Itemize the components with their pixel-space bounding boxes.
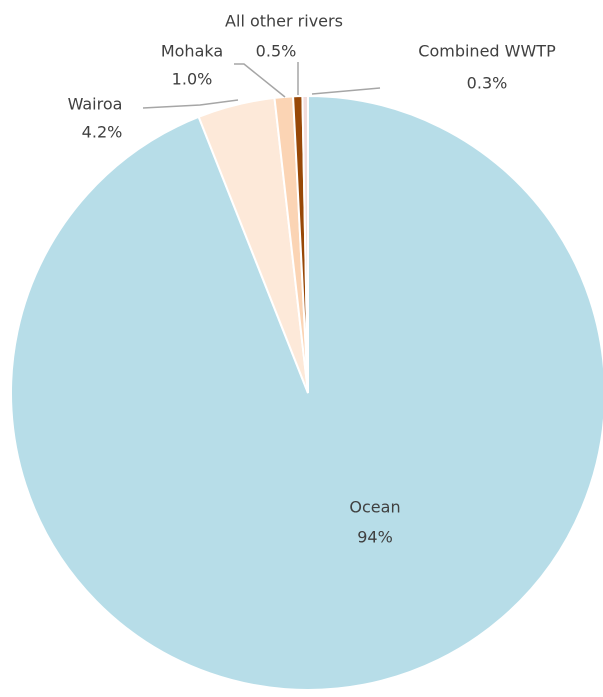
leader-line — [234, 63, 286, 98]
value-label: 94% — [357, 528, 393, 547]
slice-label: Combined WWTP — [418, 42, 556, 61]
value-label: 1.0% — [172, 70, 213, 89]
pie-slice — [301, 94, 309, 394]
slice-label: All other rivers — [225, 12, 343, 31]
leader-line — [142, 99, 239, 109]
leader-line — [311, 87, 381, 95]
slice-label: Ocean — [349, 498, 400, 517]
value-label: 0.3% — [467, 74, 508, 93]
slice-label: Wairoa — [68, 95, 123, 114]
value-label: 4.2% — [82, 123, 123, 142]
value-label: 0.5% — [256, 42, 297, 61]
slice-label: Mohaka — [161, 42, 223, 61]
